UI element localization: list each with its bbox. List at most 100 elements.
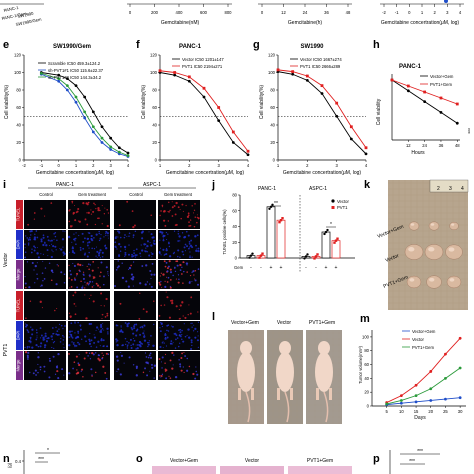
cell-signal: [107, 271, 109, 273]
cell-signal: [100, 304, 102, 307]
cell-signal: [118, 242, 121, 246]
cell-signal: [92, 261, 95, 263]
cell-signal: [117, 254, 121, 257]
cell-signal: [141, 249, 144, 252]
cell-signal: [25, 317, 27, 319]
cell-signal: [183, 323, 185, 325]
mouse-leg: [329, 388, 332, 400]
cell-signal: [43, 242, 46, 244]
cell-signal: [194, 377, 197, 380]
cell-signal: [95, 329, 97, 331]
cell-signal: [161, 231, 164, 234]
cell-signal: [71, 200, 74, 203]
cell-signal: [195, 370, 198, 373]
cell-signal: [188, 242, 191, 245]
cell-signal: [33, 212, 36, 214]
cell-signal: [39, 327, 42, 330]
histology-image-0: [152, 466, 216, 474]
legend-item-panc1-gem: PANC-1/Gem: [1, 11, 27, 21]
cell-signal: [165, 253, 168, 255]
cell-signal: [139, 292, 141, 294]
cell-signal: [177, 232, 180, 235]
cell-signal: [31, 261, 34, 265]
cell-signal: [132, 343, 135, 346]
data-point: [455, 102, 459, 106]
cell-signal: [114, 236, 117, 240]
cell-signal: [40, 240, 43, 243]
x-tick-label: 48: [455, 143, 460, 148]
cell-signal: [71, 341, 73, 343]
cell-signal: [68, 372, 71, 375]
cell-signal: [54, 245, 57, 248]
cell-signal: [135, 323, 138, 326]
cell-signal: [165, 276, 167, 278]
cell-signal: [68, 209, 71, 212]
cell-signal: [37, 371, 39, 374]
cell-signal: [197, 311, 199, 313]
cell-signal: [194, 216, 197, 218]
cell-signal: [74, 313, 77, 316]
cell-signal: [166, 324, 169, 327]
cell-signal: [186, 245, 189, 248]
cell-signal: [31, 333, 34, 336]
cell-signal: [47, 239, 50, 242]
cell-signal: [130, 326, 133, 329]
tumor-highlight: [429, 277, 435, 282]
cell-signal: [116, 248, 118, 250]
cell-signal: [194, 337, 196, 339]
cell-signal: [26, 345, 29, 348]
cell-signal: [37, 345, 40, 348]
panel-f-xlabel: Gemcitabine concertration(μM, log): [166, 170, 245, 176]
gem-sign: +: [325, 265, 328, 271]
data-point: [320, 92, 324, 95]
cell-signal: [193, 324, 195, 326]
tumor: [426, 275, 442, 289]
panel-i-group-1: ASPC-1: [143, 182, 161, 188]
cell-signal: [167, 220, 170, 222]
cell-signal: [29, 371, 31, 374]
data-point: [261, 252, 264, 255]
cell-signal: [167, 211, 169, 213]
cell-signal: [129, 338, 132, 341]
legend-item-sw1990: SW1990: [17, 11, 34, 19]
cell-signal: [176, 337, 179, 339]
cell-signal: [175, 338, 177, 341]
cell-signal: [53, 239, 55, 241]
series-line-1: [159, 70, 249, 152]
cell-signal: [36, 331, 38, 334]
cell-signal: [62, 230, 64, 232]
cell-signal: [24, 251, 27, 254]
cell-signal: [192, 372, 195, 376]
cell-signal: [39, 337, 42, 339]
cell-signal: [150, 233, 153, 236]
data-point: [279, 219, 283, 222]
cell-signal: [173, 354, 175, 356]
cell-signal: [148, 254, 151, 257]
fluorescence-image: [68, 230, 110, 259]
cell-signal: [43, 370, 46, 373]
cell-signal: [100, 338, 103, 340]
cell-signal: [105, 266, 108, 269]
panel-e-label: e: [3, 39, 9, 51]
cell-signal: [101, 352, 103, 354]
cell-signal: [75, 232, 77, 234]
cell-signal: [149, 242, 151, 244]
mouse-leg: [290, 388, 293, 400]
cell-signal: [133, 224, 136, 227]
cell-signal: [132, 332, 135, 335]
cell-signal: [160, 374, 163, 378]
cell-signal: [134, 230, 137, 233]
cell-signal: [179, 256, 181, 258]
cell-signal: [150, 363, 153, 366]
cell-signal: [56, 365, 58, 367]
data-point: [100, 125, 104, 129]
cell-signal: [89, 358, 92, 360]
axis-b-xlabel: Gemcitabine(nM): [161, 20, 200, 26]
cell-signal: [90, 209, 92, 211]
cell-signal: [164, 280, 166, 282]
cell-signal: [60, 324, 63, 327]
cell-signal: [197, 247, 200, 250]
cell-signal: [79, 246, 82, 249]
cell-signal: [181, 232, 184, 234]
panel-h-significance: ***: [464, 128, 470, 134]
